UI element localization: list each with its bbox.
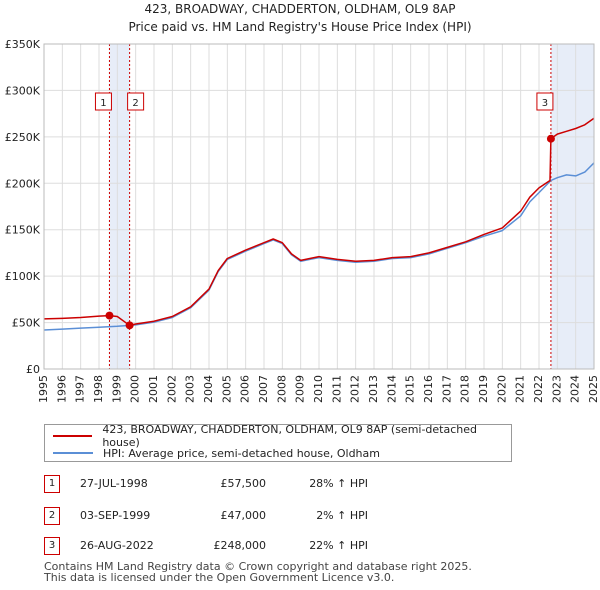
legend-swatch-blue bbox=[53, 452, 93, 454]
legend-swatch-red bbox=[53, 435, 93, 437]
footer-copyright: Contains HM Land Registry data © Crown c… bbox=[44, 560, 472, 573]
sale-marker-number: 3 bbox=[542, 98, 548, 109]
x-tick-label: 2011 bbox=[330, 375, 343, 403]
transaction-badge: 2 bbox=[44, 507, 60, 525]
x-tick-label: 1999 bbox=[110, 375, 123, 403]
chart-title: 423, BROADWAY, CHADDERTON, OLDHAM, OL9 8… bbox=[144, 2, 456, 16]
legend-label-hpi: HPI: Average price, semi-detached house,… bbox=[103, 446, 380, 460]
x-tick-label: 2006 bbox=[239, 375, 252, 403]
legend-item-property: 423, BROADWAY, CHADDERTON, OLDHAM, OL9 8… bbox=[53, 423, 511, 449]
x-tick-label: 2003 bbox=[184, 375, 197, 403]
x-tick-label: 2020 bbox=[495, 375, 508, 403]
transaction-row: 1 27-JUL-1998 £57,500 28% ↑ HPI bbox=[44, 475, 464, 495]
sale-marker-label: 2 bbox=[127, 92, 145, 111]
sale-point bbox=[105, 311, 114, 320]
transaction-row: 2 03-SEP-1999 £47,000 2% ↑ HPI bbox=[44, 507, 464, 527]
sale-marker-number: 2 bbox=[132, 98, 138, 109]
x-tick-label: 2004 bbox=[202, 375, 215, 403]
transaction-price: £57,500 bbox=[220, 477, 267, 490]
x-tick-label: 2015 bbox=[404, 375, 417, 403]
x-tick-label: 2012 bbox=[349, 375, 362, 403]
legend: 423, BROADWAY, CHADDERTON, OLDHAM, OL9 8… bbox=[44, 423, 512, 462]
sale-marker-label: 3 bbox=[536, 92, 554, 111]
x-tick-label: 2013 bbox=[367, 375, 380, 403]
x-tick-label: 2022 bbox=[532, 375, 545, 403]
sale-period-shade bbox=[109, 44, 130, 369]
transaction-date: 27-JUL-1998 bbox=[80, 477, 148, 490]
x-tick-label: 2019 bbox=[477, 375, 490, 403]
sale-marker-badge bbox=[127, 92, 145, 111]
transaction-price: £248,000 bbox=[213, 539, 267, 552]
footer: Contains HM Land Registry data © Crown c… bbox=[44, 561, 472, 583]
transaction-hpi: 2% ↑ HPI bbox=[316, 509, 368, 522]
transaction-date: 26-AUG-2022 bbox=[80, 539, 154, 552]
transaction-badge: 3 bbox=[44, 537, 60, 555]
sale-marker-badge bbox=[94, 92, 112, 111]
sale-marker-number: 1 bbox=[100, 98, 106, 109]
y-tick-label: £50K bbox=[12, 317, 41, 330]
sale-marker-badge bbox=[536, 92, 554, 111]
legend-label-property: 423, BROADWAY, CHADDERTON, OLDHAM, OL9 8… bbox=[102, 423, 478, 449]
transaction-date: 03-SEP-1999 bbox=[80, 509, 151, 522]
y-tick-label: £250K bbox=[5, 131, 41, 144]
sale-point bbox=[125, 321, 134, 330]
plot-border bbox=[43, 43, 595, 370]
chart-subtitle: Price paid vs. HM Land Registry's House … bbox=[128, 20, 472, 34]
footer-license: This data is licensed under the Open Gov… bbox=[44, 571, 395, 584]
x-tick-label: 2010 bbox=[312, 375, 325, 403]
x-tick-label: 2025 bbox=[587, 375, 600, 403]
transaction-badge: 1 bbox=[44, 475, 60, 493]
x-tick-label: 2002 bbox=[165, 375, 178, 403]
sale-point bbox=[546, 134, 555, 143]
y-tick-label: £0 bbox=[26, 363, 40, 376]
hpi-series-line bbox=[43, 162, 595, 331]
x-tick-label: 2009 bbox=[294, 375, 307, 403]
transaction-price: £47,000 bbox=[220, 509, 267, 522]
x-tick-label: 2016 bbox=[422, 375, 435, 403]
x-tick-label: 1995 bbox=[37, 375, 50, 403]
sale-period-shade bbox=[550, 44, 594, 369]
price-paid-series-line bbox=[43, 117, 595, 327]
x-tick-label: 2017 bbox=[440, 375, 453, 403]
y-tick-label: £100K bbox=[5, 270, 41, 283]
x-tick-label: 2014 bbox=[385, 375, 398, 403]
y-tick-label: £200K bbox=[5, 177, 41, 190]
x-tick-label: 2007 bbox=[257, 375, 270, 403]
y-tick-label: £350K bbox=[5, 38, 41, 51]
legend-item-hpi: HPI: Average price, semi-detached house,… bbox=[53, 445, 380, 461]
y-tick-label: £300K bbox=[5, 84, 41, 97]
x-tick-label: 2000 bbox=[129, 375, 142, 403]
x-tick-label: 2005 bbox=[220, 375, 233, 403]
x-tick-label: 2008 bbox=[275, 375, 288, 403]
price-chart: 1 2 3 £0 £50K £100K £150K £200K £250K £300K £350K 1… bbox=[5, 38, 600, 403]
x-tick-label: 1997 bbox=[74, 375, 87, 403]
transaction-hpi: 28% ↑ HPI bbox=[309, 477, 368, 490]
x-tick-label: 2023 bbox=[550, 375, 563, 403]
x-tick-label: 2021 bbox=[514, 375, 527, 403]
x-tick-label: 2001 bbox=[147, 375, 160, 403]
transaction-hpi: 22% ↑ HPI bbox=[309, 539, 368, 552]
x-tick-label: 1998 bbox=[92, 375, 105, 403]
y-tick-label: £150K bbox=[5, 224, 41, 237]
x-tick-label: 2018 bbox=[459, 375, 472, 403]
x-tick-label: 1996 bbox=[55, 375, 68, 403]
sale-marker-label: 1 bbox=[94, 92, 112, 111]
transaction-row: 3 26-AUG-2022 £248,000 22% ↑ HPI bbox=[44, 537, 464, 557]
x-tick-label: 2024 bbox=[569, 375, 582, 403]
